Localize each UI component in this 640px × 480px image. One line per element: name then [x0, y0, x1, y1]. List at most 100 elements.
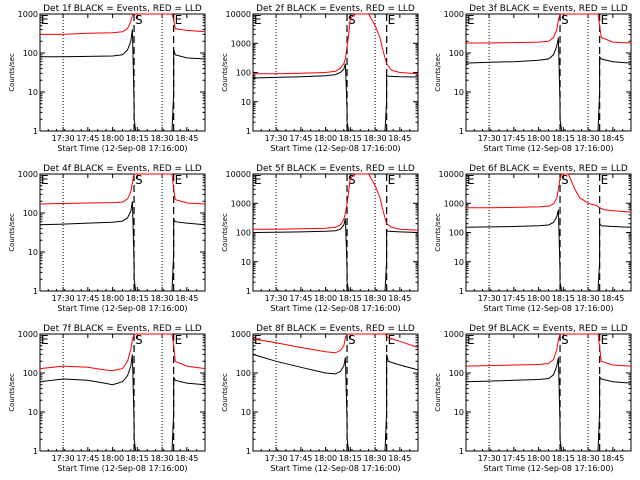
x-tick-label: 18:45 [601, 134, 624, 143]
y-tick-label: 10000 [226, 10, 251, 19]
y-axis-label: Counts/sec [434, 53, 442, 92]
series-line-events [39, 201, 206, 292]
event-marker-label: E [388, 173, 396, 187]
series-line-lld [252, 333, 419, 354]
x-tick-label: 18:15 [339, 294, 362, 303]
y-tick-label: 10 [454, 88, 464, 97]
y-tick-label: 1000 [444, 330, 464, 339]
event-marker-label: E [41, 173, 49, 187]
event-marker-label: S [135, 333, 143, 347]
x-tick-label: 17:45 [76, 134, 99, 143]
x-tick-label: 17:30 [265, 294, 288, 303]
x-tick-label: 17:30 [478, 134, 501, 143]
x-tick-label: 17:30 [478, 294, 501, 303]
series-line-events [40, 29, 206, 132]
plot-frame [252, 13, 419, 132]
series-line-lld [253, 173, 419, 231]
y-tick-label: 100 [449, 49, 464, 58]
x-tick-label: 18:15 [552, 134, 575, 143]
x-tick-label: 18:00 [314, 294, 337, 303]
panel-title: Det 9f BLACK = Events, RED = LLD [469, 324, 628, 334]
y-tick-label: 1000 [18, 330, 38, 339]
x-tick-label: 17:45 [289, 454, 312, 463]
series-line-lld [39, 333, 206, 372]
plot-frame [39, 333, 206, 452]
event-marker-label: S [135, 13, 143, 27]
x-tick-label: 18:00 [314, 134, 337, 143]
x-axis-label: Start Time (12-Sep-08 17:16:00) [270, 144, 400, 153]
panel-title: Det 7f BLACK = Events, RED = LLD [43, 324, 202, 334]
x-tick-label: 18:15 [126, 134, 149, 143]
series-line-events [252, 353, 419, 452]
series-line-events [252, 218, 419, 292]
x-tick-label: 17:30 [52, 134, 75, 143]
y-tick-label: 10000 [226, 170, 251, 179]
y-axis-label: Counts/sec [221, 213, 229, 252]
event-marker-label: E [175, 13, 183, 27]
series-line-lld [40, 13, 206, 35]
x-axis-label: Start Time (12-Sep-08 17:16:00) [483, 144, 613, 153]
y-tick-label: 10 [241, 408, 251, 417]
y-axis-label: Counts/sec [434, 373, 442, 412]
series-line-events [465, 37, 632, 132]
y-tick-label: 1 [246, 127, 251, 136]
x-axis-label: Start Time (12-Sep-08 17:16:00) [57, 464, 187, 473]
x-tick-label: 18:30 [151, 454, 174, 463]
x-tick-label: 18:00 [527, 454, 550, 463]
x-tick-label: 18:15 [552, 454, 575, 463]
event-marker-label: E [601, 333, 609, 347]
y-tick-label: 100 [236, 229, 251, 238]
y-tick-label: 100 [449, 369, 464, 378]
x-tick-label: 18:15 [126, 454, 149, 463]
panel-title: Det 6f BLACK = Events, RED = LLD [469, 164, 628, 174]
y-tick-label: 10 [28, 88, 38, 97]
x-tick-label: 17:45 [76, 294, 99, 303]
plot-frame [39, 173, 206, 292]
y-tick-label: 1 [246, 447, 251, 456]
y-tick-label: 100 [23, 209, 38, 218]
event-marker-label: E [175, 173, 183, 187]
x-axis-label: Start Time (12-Sep-08 17:16:00) [57, 144, 187, 153]
series-line-events [252, 63, 419, 132]
x-axis-label: Start Time (12-Sep-08 17:16:00) [270, 464, 400, 473]
event-marker-label: E [601, 13, 609, 27]
y-axis-label: Counts/sec [221, 53, 229, 92]
series-line-lld [253, 13, 419, 75]
y-tick-label: 10 [28, 248, 38, 257]
x-tick-label: 18:00 [314, 454, 337, 463]
series-line-lld [465, 333, 632, 367]
y-tick-label: 1000 [18, 10, 38, 19]
series-line-lld [39, 173, 206, 205]
event-marker-label: S [561, 13, 569, 27]
y-tick-label: 10000 [439, 170, 464, 179]
x-tick-label: 18:45 [601, 454, 624, 463]
x-tick-label: 18:15 [339, 454, 362, 463]
series-line-events [465, 209, 632, 292]
y-tick-label: 100 [236, 369, 251, 378]
y-tick-label: 1 [33, 447, 38, 456]
x-tick-label: 17:30 [52, 294, 75, 303]
panel-title: Det 1f BLACK = Events, RED = LLD [43, 4, 202, 14]
x-tick-label: 18:45 [388, 134, 411, 143]
y-tick-label: 1 [246, 287, 251, 296]
x-tick-label: 17:45 [502, 134, 525, 143]
x-tick-label: 18:45 [601, 294, 624, 303]
y-tick-label: 1000 [231, 199, 251, 208]
event-marker-label: E [175, 333, 183, 347]
x-tick-label: 17:30 [265, 454, 288, 463]
x-tick-label: 17:30 [52, 454, 75, 463]
x-tick-label: 18:00 [101, 294, 124, 303]
x-tick-label: 18:00 [101, 134, 124, 143]
y-axis-label: Counts/sec [8, 213, 16, 252]
event-marker-label: E [467, 13, 475, 27]
y-tick-label: 100 [449, 229, 464, 238]
event-marker-label: S [348, 333, 356, 347]
x-tick-label: 17:30 [265, 134, 288, 143]
x-tick-label: 18:45 [175, 294, 198, 303]
y-axis-label: Counts/sec [434, 213, 442, 252]
event-marker-label: S [561, 333, 569, 347]
x-axis-label: Start Time (12-Sep-08 17:16:00) [57, 304, 187, 313]
x-tick-label: 17:45 [76, 454, 99, 463]
panel-title: Det 5f BLACK = Events, RED = LLD [256, 164, 415, 174]
event-marker-label: E [467, 333, 475, 347]
